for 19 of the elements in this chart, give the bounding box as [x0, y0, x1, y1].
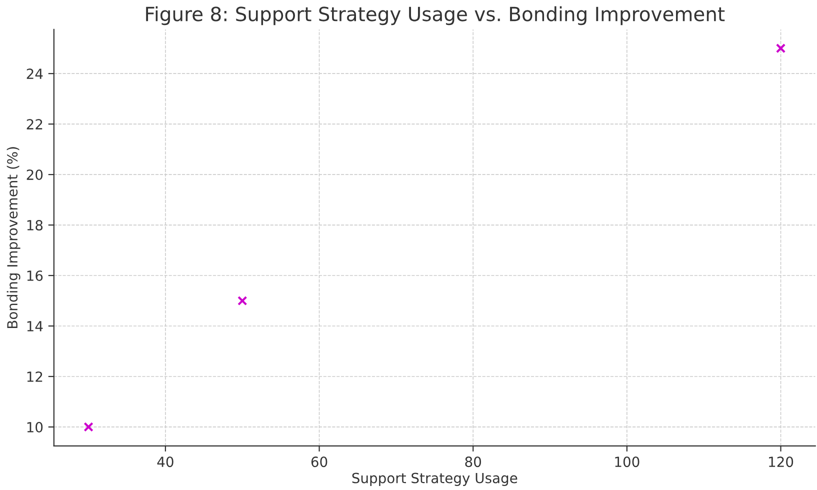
x-tick-label: 100	[615, 456, 640, 468]
chart-title: Figure 8: Support Strategy Usage vs. Bonding Improvement	[146, 6, 725, 26]
x-tick-label: 120	[769, 456, 794, 468]
point	[84, 422, 94, 432]
y-tick-label: 24	[26, 68, 43, 79]
x-axis-title: Support Strategy Usage	[352, 472, 518, 486]
x-tick-label: 60	[311, 456, 328, 468]
y-tick-label: 10	[27, 422, 43, 432]
point	[238, 296, 248, 306]
y-tick-label: 16	[27, 270, 43, 281]
point	[776, 43, 786, 54]
y-tick-label: 20	[26, 170, 43, 180]
x-tick-label: 80	[465, 456, 482, 468]
y-axis-title: Bonding Improvement (%)	[6, 147, 20, 328]
y-tick-label: 18	[27, 220, 43, 231]
y-tick-label: 22	[26, 119, 42, 130]
y-tick-label: 12	[27, 371, 42, 382]
x-tick-label: 40	[157, 456, 174, 468]
y-tick-label: 14	[27, 321, 43, 332]
